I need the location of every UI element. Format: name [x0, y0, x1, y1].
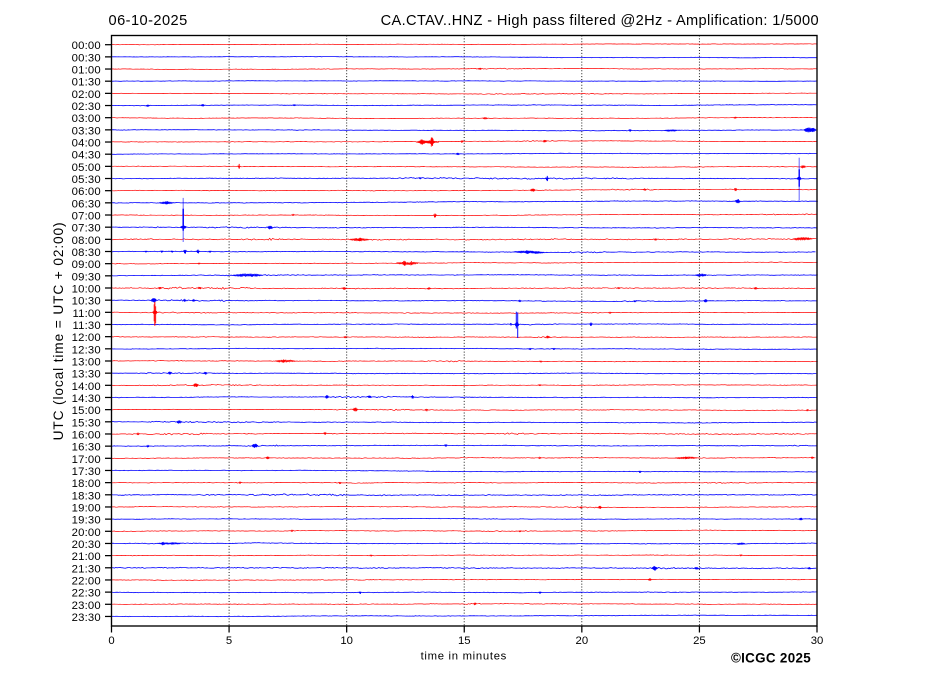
- svg-text:02:30: 02:30: [72, 101, 101, 113]
- svg-text:5: 5: [226, 635, 232, 647]
- svg-text:09:30: 09:30: [72, 271, 101, 283]
- svg-text:21:30: 21:30: [72, 563, 101, 575]
- svg-text:03:00: 03:00: [72, 113, 101, 125]
- svg-text:05:00: 05:00: [72, 162, 101, 174]
- svg-text:19:00: 19:00: [72, 503, 101, 515]
- svg-text:18:00: 18:00: [72, 478, 101, 490]
- svg-text:23:30: 23:30: [72, 612, 101, 624]
- svg-text:07:00: 07:00: [72, 211, 101, 223]
- svg-text:21:00: 21:00: [72, 551, 101, 563]
- svg-text:05:30: 05:30: [72, 174, 101, 186]
- svg-text:10: 10: [340, 635, 353, 647]
- svg-text:15:00: 15:00: [72, 405, 101, 417]
- svg-text:CA.CTAV..HNZ - High pass filte: CA.CTAV..HNZ - High pass filtered @2Hz -…: [381, 13, 819, 29]
- svg-text:UTC (local time = UTC + 02:00): UTC (local time = UTC + 02:00): [51, 222, 66, 441]
- svg-text:25: 25: [693, 635, 706, 647]
- svg-text:12:30: 12:30: [72, 344, 101, 356]
- svg-text:time in minutes: time in minutes: [421, 651, 507, 663]
- svg-text:13:30: 13:30: [72, 369, 101, 381]
- svg-text:22:00: 22:00: [72, 576, 101, 588]
- svg-text:0: 0: [108, 635, 114, 647]
- svg-text:08:00: 08:00: [72, 235, 101, 247]
- svg-text:20: 20: [576, 635, 589, 647]
- svg-text:18:30: 18:30: [72, 490, 101, 502]
- svg-text:17:00: 17:00: [72, 454, 101, 466]
- svg-text:10:30: 10:30: [72, 296, 101, 308]
- svg-text:14:30: 14:30: [72, 393, 101, 405]
- svg-text:00:30: 00:30: [72, 52, 101, 64]
- svg-text:04:00: 04:00: [72, 138, 101, 150]
- svg-text:01:00: 01:00: [72, 65, 101, 77]
- svg-text:00:00: 00:00: [72, 40, 101, 52]
- svg-text:11:00: 11:00: [72, 308, 100, 320]
- svg-text:04:30: 04:30: [72, 150, 101, 162]
- svg-text:23:00: 23:00: [72, 600, 101, 612]
- svg-text:16:00: 16:00: [72, 430, 101, 442]
- svg-text:22:30: 22:30: [72, 588, 101, 600]
- svg-text:©ICGC 2025: ©ICGC 2025: [731, 651, 811, 666]
- svg-text:14:00: 14:00: [72, 381, 101, 393]
- svg-text:13:00: 13:00: [72, 357, 101, 369]
- svg-text:07:30: 07:30: [72, 223, 101, 235]
- svg-text:06:30: 06:30: [72, 198, 101, 210]
- svg-text:06:00: 06:00: [72, 186, 101, 198]
- svg-text:12:00: 12:00: [72, 332, 101, 344]
- svg-text:02:00: 02:00: [72, 89, 101, 101]
- svg-text:06-10-2025: 06-10-2025: [109, 13, 188, 29]
- svg-text:03:30: 03:30: [72, 125, 101, 137]
- svg-text:01:30: 01:30: [72, 77, 101, 89]
- svg-text:15: 15: [458, 635, 471, 647]
- svg-text:11:30: 11:30: [72, 320, 100, 332]
- svg-text:09:00: 09:00: [72, 259, 101, 271]
- svg-text:17:30: 17:30: [72, 466, 101, 478]
- svg-text:10:00: 10:00: [72, 284, 101, 296]
- svg-text:20:30: 20:30: [72, 539, 101, 551]
- svg-text:30: 30: [811, 635, 824, 647]
- svg-text:08:30: 08:30: [72, 247, 101, 259]
- svg-text:20:00: 20:00: [72, 527, 101, 539]
- svg-text:19:30: 19:30: [72, 515, 101, 527]
- svg-text:16:30: 16:30: [72, 442, 101, 454]
- svg-text:15:30: 15:30: [72, 417, 101, 429]
